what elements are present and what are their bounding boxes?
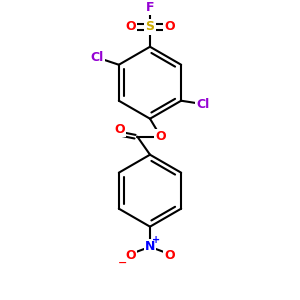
Text: +: + (152, 235, 160, 245)
Text: −: − (118, 258, 128, 268)
Text: O: O (125, 20, 136, 34)
Text: N: N (145, 240, 155, 253)
Text: F: F (146, 1, 154, 14)
Text: Cl: Cl (196, 98, 209, 111)
Text: O: O (125, 249, 136, 262)
Text: Cl: Cl (91, 51, 104, 64)
Text: O: O (114, 123, 125, 136)
Text: O: O (164, 20, 175, 34)
Text: O: O (155, 130, 166, 143)
Text: O: O (164, 249, 175, 262)
Text: S: S (146, 20, 154, 34)
